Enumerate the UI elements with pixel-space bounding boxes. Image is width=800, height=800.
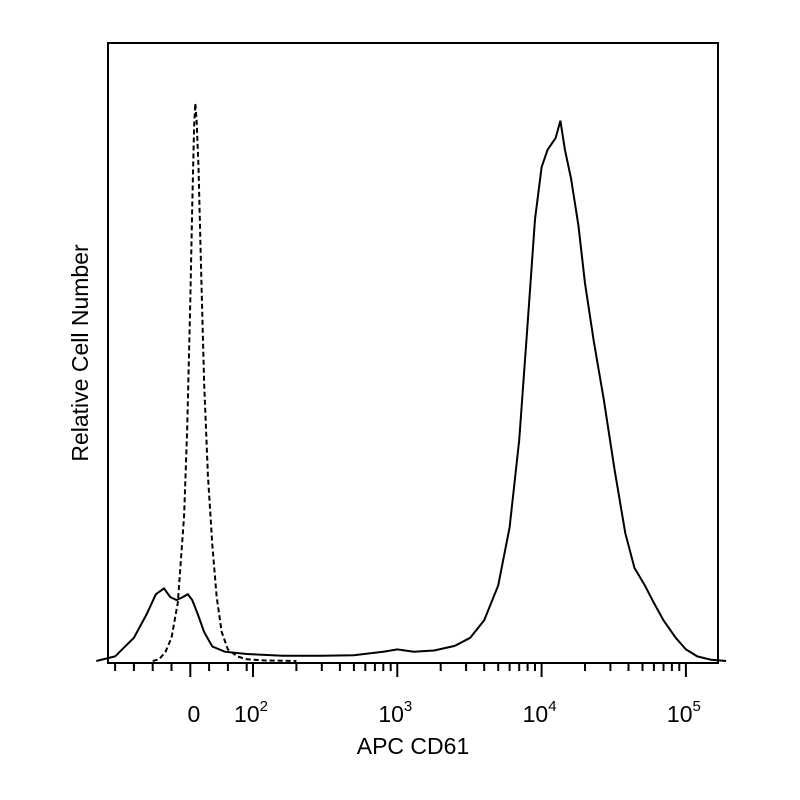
x-axis-tick-labels: 0 102 103 104 105 bbox=[188, 698, 701, 727]
histogram-series-dashed bbox=[152, 103, 297, 662]
histogram-series-solid bbox=[96, 120, 727, 662]
x-axis-title: APC CD61 bbox=[357, 733, 469, 759]
y-axis-title: Relative Cell Number bbox=[67, 244, 93, 462]
plot-frame bbox=[107, 42, 719, 664]
x-tick-label: 0 bbox=[188, 701, 201, 727]
x-axis-ticks bbox=[114, 663, 687, 677]
x-tick-label: 105 bbox=[667, 698, 701, 727]
x-tick-label: 104 bbox=[523, 698, 557, 727]
x-tick-label: 103 bbox=[378, 698, 412, 727]
histogram-series bbox=[96, 103, 727, 662]
x-tick-label: 102 bbox=[234, 698, 268, 727]
